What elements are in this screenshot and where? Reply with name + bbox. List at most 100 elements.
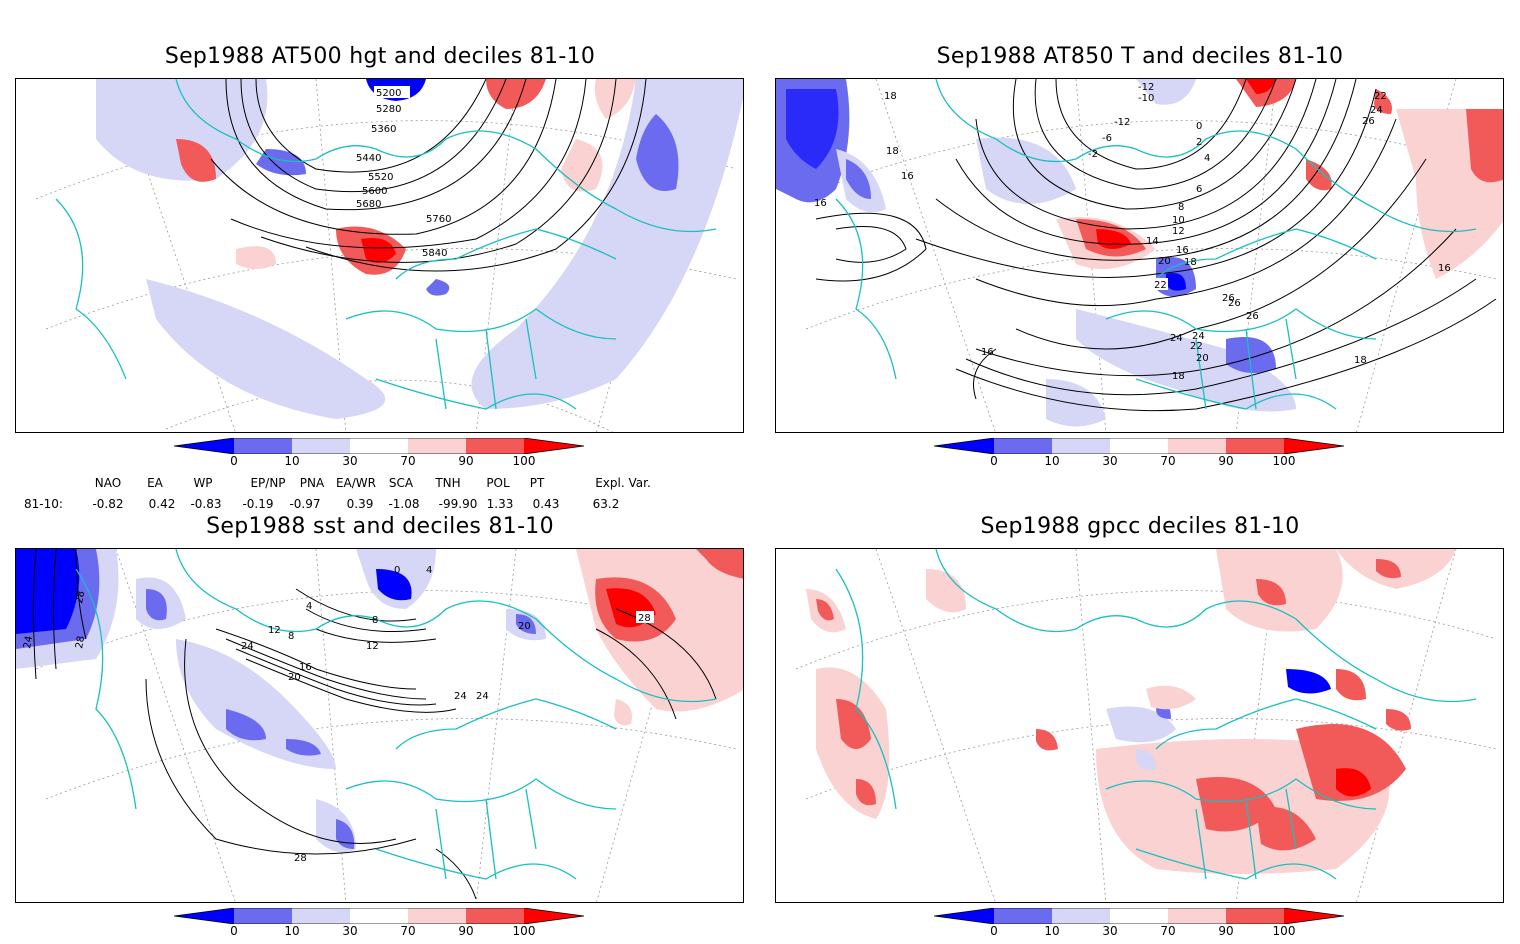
contour-label: 5520 — [368, 172, 393, 183]
colorbar-gpcc: 0 10 30 70 90 100 — [934, 908, 1354, 944]
contour-label: 12 — [366, 641, 379, 652]
index-value: -99.90 — [438, 497, 478, 511]
contour-label: 24 — [22, 635, 35, 649]
contour-label: -10 — [1138, 93, 1154, 104]
colorbar-swatch — [934, 908, 994, 924]
colorbar-swatch — [524, 908, 584, 924]
colorbar-tick: 10 — [1044, 454, 1060, 468]
colorbar-swatch — [292, 908, 350, 924]
colorbar-swatches — [174, 908, 585, 924]
colorbar-swatch — [292, 438, 350, 454]
map-hgt500: 5200 5280 5360 5440 5520 5600 5680 5760 … — [35, 79, 743, 432]
index-header: EA/WR — [335, 476, 377, 490]
colorbar-tick: 70 — [1160, 454, 1176, 468]
contour-label: 5840 — [422, 248, 447, 259]
contour-label: 16 — [901, 171, 914, 182]
colorbar-tick: 0 — [230, 454, 238, 468]
colorbar-swatch — [994, 438, 1052, 454]
panel-title-sst: Sep1988 sst and deciles 81-10 — [206, 514, 554, 539]
contour-label: 16 — [1438, 263, 1451, 274]
index-header: SCA — [388, 476, 414, 490]
index-header: TNH — [435, 476, 461, 490]
colorbar-swatch — [408, 438, 466, 454]
contour-label: 18 — [1354, 355, 1367, 366]
contour-label: 18 — [1184, 257, 1197, 268]
index-header: EA — [147, 476, 163, 490]
map-panel-gpcc — [775, 548, 1504, 903]
index-value: -1.08 — [388, 497, 420, 511]
colorbar-tick: 10 — [1044, 924, 1060, 938]
contour-label: 24 — [1170, 333, 1183, 344]
index-row-label: 81-10: — [24, 497, 63, 511]
contour-label: 26 — [1246, 311, 1259, 322]
contour-label: 20 — [288, 672, 301, 683]
colorbar-tick: 90 — [458, 924, 474, 938]
colorbar-swatch — [1168, 908, 1226, 924]
map-panel-hgt500: 5200 5280 5360 5440 5520 5600 5680 5760 … — [15, 78, 744, 433]
contour-label: 22 — [1374, 91, 1387, 102]
colorbar-swatches — [934, 908, 1345, 924]
contour-label: 28 — [638, 613, 651, 624]
contour-label: 28 — [294, 853, 307, 864]
colorbar-tick: 100 — [1272, 924, 1296, 938]
colorbar-swatch — [234, 908, 292, 924]
panel-title-gpcc: Sep1988 gpcc deciles 81-10 — [980, 514, 1300, 539]
index-value: -0.19 — [242, 497, 274, 511]
contour-label: -12 — [1114, 117, 1130, 128]
colorbar-swatch — [1110, 438, 1168, 454]
contour-label: 22 — [1190, 341, 1203, 352]
contour-label: 4 — [306, 601, 312, 612]
contour-label: 5600 — [362, 186, 387, 197]
colorbar-tick: 30 — [342, 924, 358, 938]
colorbar-tick: 100 — [512, 924, 536, 938]
contour-label: 16 — [1176, 245, 1189, 256]
colorbar-swatch — [174, 908, 234, 924]
indices-value-row: 81-10: -0.82 0.42 -0.83 -0.19 -0.97 0.39… — [0, 497, 700, 511]
colorbar-swatch — [524, 438, 584, 454]
colorbar-swatch — [1052, 908, 1110, 924]
map-gpcc — [795, 549, 1497, 902]
contour-label: 12 — [268, 625, 281, 636]
contour-label: 16 — [981, 347, 994, 358]
index-value: -0.97 — [289, 497, 321, 511]
contour-label: 0 — [1196, 121, 1202, 132]
colorbar-swatch — [1226, 438, 1284, 454]
contour-label: 2 — [1196, 137, 1202, 148]
colorbar-tick: 90 — [1218, 454, 1234, 468]
contour-label: -6 — [1102, 133, 1112, 144]
colorbar-swatch — [1284, 438, 1344, 454]
contour-label: 24 — [454, 691, 467, 702]
panel-title-t850: Sep1988 AT850 T and deciles 81-10 — [936, 44, 1344, 69]
colorbar-tick: 0 — [990, 454, 998, 468]
contour-label: 4 — [426, 565, 432, 576]
index-value: 0.42 — [148, 497, 176, 511]
colorbar-swatch — [934, 438, 994, 454]
index-header: Expl. Var. — [595, 476, 651, 490]
map-sst: 28 24 28 4 0 8 12 24 16 20 12 8 4 20 24 … — [16, 549, 743, 902]
contour-label: 26 — [1362, 116, 1375, 127]
colorbar-tick: 100 — [512, 454, 536, 468]
contour-label: 18 — [886, 146, 899, 157]
colorbar-sst: 0 10 30 70 90 100 — [174, 908, 594, 944]
index-header: PNA — [299, 476, 325, 490]
contour-label: 6 — [1196, 184, 1202, 195]
contour-label: 5680 — [356, 199, 381, 210]
contour-label: 28 — [74, 590, 87, 604]
colorbar-tick: 70 — [400, 924, 416, 938]
contour-label: 8 — [1178, 202, 1184, 213]
index-header: NAO — [94, 476, 122, 490]
contour-label: 24 — [1370, 105, 1383, 116]
index-value: 0.39 — [346, 497, 374, 511]
colorbar-hgt500: 0 10 30 70 90 100 — [174, 438, 594, 474]
contour-label: 5440 — [356, 153, 381, 164]
colorbar-swatches — [174, 438, 585, 454]
contour-label: 24 — [1192, 331, 1205, 342]
colorbar-tick: 90 — [458, 454, 474, 468]
contour-label: 24 — [476, 691, 489, 702]
colorbar-swatch — [350, 908, 408, 924]
colorbar-swatch — [174, 438, 234, 454]
contour-label: 0 — [394, 565, 400, 576]
contour-label: 5760 — [426, 214, 451, 225]
colorbar-swatch — [1226, 908, 1284, 924]
contour-label: 18 — [1172, 371, 1185, 382]
